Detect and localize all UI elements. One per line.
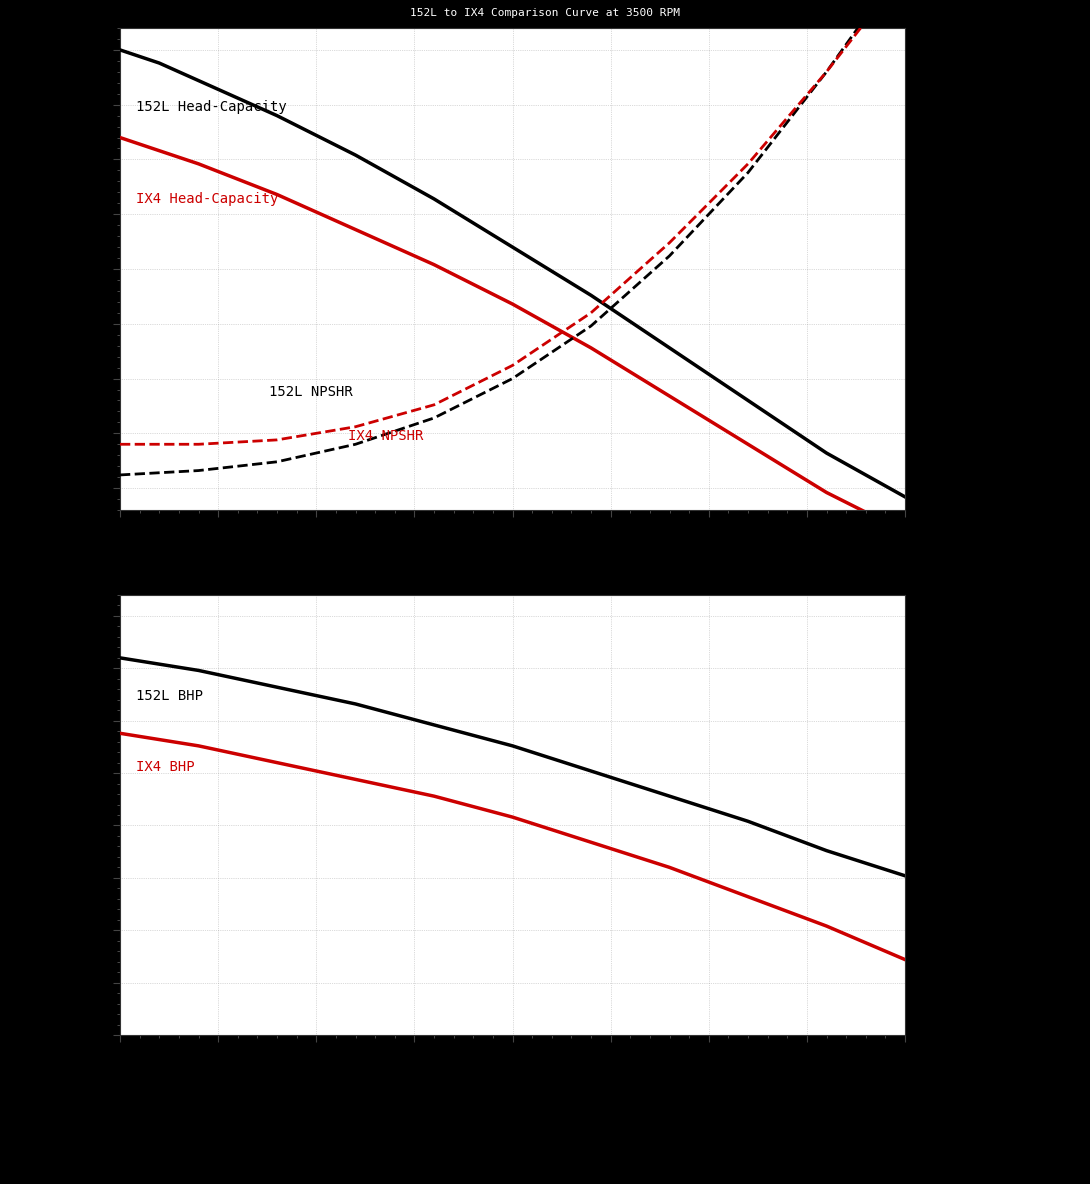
- Text: IX4 NPSHR: IX4 NPSHR: [348, 429, 423, 443]
- Text: 152L to IX4 Comparison Curve at 3500 RPM: 152L to IX4 Comparison Curve at 3500 RPM: [410, 8, 680, 18]
- Text: IX4 Head-Capacity: IX4 Head-Capacity: [135, 192, 278, 206]
- Text: 152L BHP: 152L BHP: [135, 689, 203, 703]
- Text: 152L NPSHR: 152L NPSHR: [269, 385, 353, 399]
- Text: 152L Head-Capacity: 152L Head-Capacity: [135, 101, 287, 114]
- Text: IX4 BHP: IX4 BHP: [135, 760, 194, 774]
